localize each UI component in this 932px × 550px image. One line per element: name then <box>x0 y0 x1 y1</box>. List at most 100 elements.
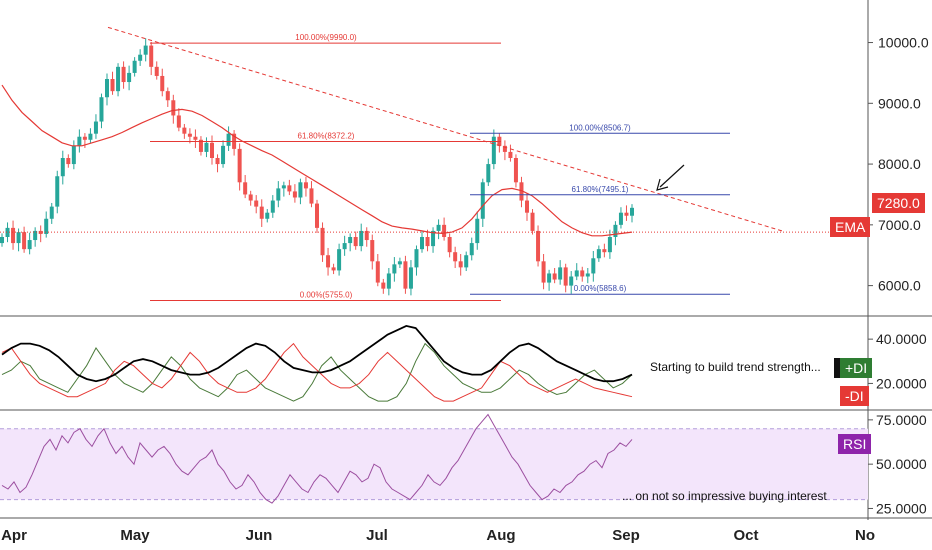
candle-body <box>331 267 336 271</box>
candle-body <box>425 237 430 247</box>
candle-body <box>630 207 634 216</box>
candle-body <box>353 237 358 247</box>
candle-body <box>342 243 347 250</box>
last-price-tag: 7280.0 <box>872 193 925 213</box>
candle-body <box>591 258 596 274</box>
candle-body <box>143 45 148 55</box>
candle-body <box>243 182 248 195</box>
candle-body <box>541 261 546 283</box>
candle-body <box>259 206 264 219</box>
price-tick-label: 8000.0 <box>878 156 921 172</box>
candle-body <box>607 237 612 253</box>
price-tick-label: 9000.0 <box>878 95 921 111</box>
candle-body <box>0 237 4 244</box>
candle-body <box>563 267 568 286</box>
candle-body <box>176 115 181 128</box>
ema-tag: EMA <box>830 217 871 237</box>
rsi-band <box>0 428 868 500</box>
trendline <box>107 26 783 232</box>
candle-body <box>171 100 176 116</box>
candle-body <box>536 230 541 262</box>
candle-body <box>519 182 524 201</box>
candle-body <box>386 273 391 289</box>
candle-body <box>292 191 297 198</box>
candle-body <box>547 273 552 283</box>
candle-body <box>193 136 198 140</box>
candle-body <box>431 230 436 247</box>
candle-body <box>320 227 325 256</box>
fib-label-blue: 100.00%(8506.7) <box>569 123 631 132</box>
candle-body <box>326 255 331 268</box>
candle-body <box>105 79 109 98</box>
candle-body <box>138 54 143 61</box>
x-tick-label: No <box>855 527 875 544</box>
candle-body <box>558 267 563 280</box>
candle-body <box>248 194 253 201</box>
candle-body <box>71 145 76 165</box>
candle-body <box>552 273 557 280</box>
candle-body <box>44 218 49 234</box>
candle-body <box>49 206 54 219</box>
candle-body <box>204 142 209 152</box>
candle-body <box>508 151 513 158</box>
candle-body <box>66 158 71 165</box>
candle-body <box>480 182 485 219</box>
candle-body <box>392 264 397 274</box>
candle-body <box>22 232 27 250</box>
candle-body <box>154 66 159 76</box>
candle-body <box>60 158 65 177</box>
candle-body <box>5 227 10 237</box>
candle-body <box>160 75 165 92</box>
adx-line <box>1 324 633 383</box>
candle-body <box>381 282 386 289</box>
candle-body <box>33 230 38 241</box>
candle-body <box>182 127 187 134</box>
candle-body <box>602 249 607 253</box>
plus-di-line <box>1 342 633 402</box>
ema-line <box>1 84 633 237</box>
minus-di-line <box>1 342 633 402</box>
candle-body <box>121 66 126 83</box>
candle-body <box>458 261 463 268</box>
candle-body <box>309 188 314 204</box>
arrow-head <box>656 178 669 191</box>
candle-body <box>397 261 402 265</box>
candle-body <box>110 79 115 92</box>
candle-body <box>624 212 629 216</box>
dmi-tick-label: 20.0000 <box>876 375 927 391</box>
candle-body <box>16 232 21 244</box>
fib-label-blue: 61.80%(7495.1) <box>572 185 629 194</box>
candle-body <box>270 200 275 213</box>
candle-body <box>375 261 380 283</box>
candle-body <box>370 240 375 262</box>
candle-body <box>513 158 518 183</box>
candle-body <box>165 91 170 101</box>
fib-label-red: 0.00%(5755.0) <box>300 291 353 300</box>
candle-body <box>574 270 579 277</box>
arrow-shaft <box>659 164 685 188</box>
x-tick-label: Jul <box>366 527 388 544</box>
candle-body <box>585 273 590 277</box>
candle-body <box>298 182 303 198</box>
candle-body <box>613 224 618 237</box>
candle-body <box>38 230 43 234</box>
candle-body <box>215 158 220 165</box>
candle-body <box>116 66 121 92</box>
candle-body <box>88 133 93 140</box>
rsi-tag: RSI <box>838 434 872 454</box>
candle-body <box>55 176 60 207</box>
candle-body <box>226 133 231 146</box>
candle-body <box>464 255 469 268</box>
candle-body <box>442 224 447 237</box>
minus-di-tag: -DI <box>840 386 869 406</box>
candle-body <box>420 237 424 250</box>
candle-body <box>281 185 286 189</box>
candle-body <box>359 230 364 247</box>
price-tick-label: 7000.0 <box>878 217 921 233</box>
candle-body <box>276 188 281 201</box>
fib-label-red: 61.80%(8372.2) <box>298 131 355 140</box>
candle-body <box>93 121 98 134</box>
candle-body <box>127 72 132 83</box>
candle-body <box>337 249 342 271</box>
